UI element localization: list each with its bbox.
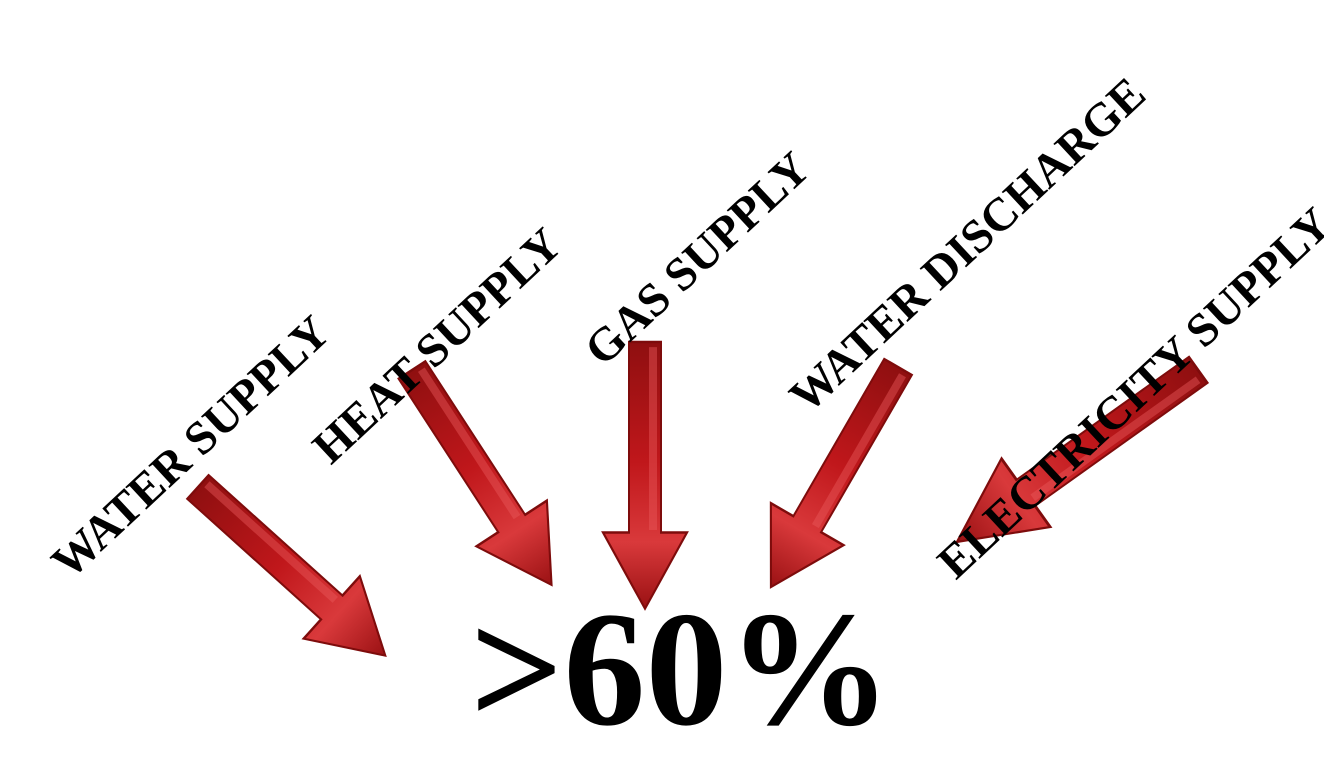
arrow-gas-supply bbox=[601, 340, 689, 610]
result-percentage: >60% bbox=[470, 579, 892, 760]
arrow-water-supply bbox=[168, 454, 415, 688]
utilities-diagram: WATER SUPPLY HEAT SUPPLY GAS SUPPLY WATE… bbox=[42, 67, 1324, 751]
